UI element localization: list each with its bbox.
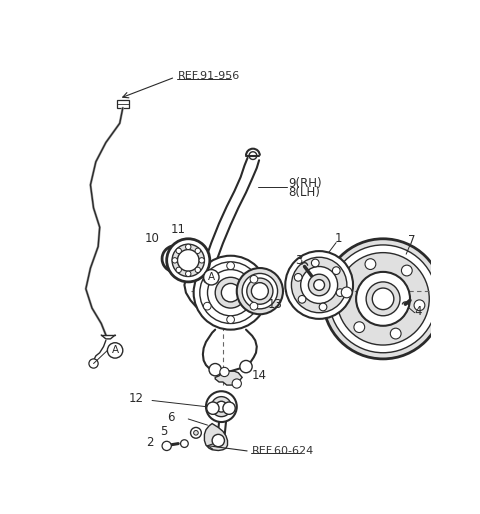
Circle shape — [314, 280, 324, 290]
Circle shape — [298, 296, 306, 303]
Circle shape — [336, 289, 344, 297]
Circle shape — [319, 303, 327, 311]
Text: 12: 12 — [129, 393, 144, 406]
Circle shape — [220, 368, 229, 377]
Circle shape — [242, 273, 277, 309]
Polygon shape — [184, 269, 248, 316]
Circle shape — [206, 391, 237, 422]
Text: 3: 3 — [295, 254, 302, 267]
Circle shape — [354, 322, 365, 333]
Circle shape — [195, 267, 201, 272]
Text: REF.60-624: REF.60-624 — [252, 446, 314, 455]
Circle shape — [176, 248, 181, 253]
Circle shape — [252, 283, 268, 300]
Circle shape — [178, 250, 199, 271]
Text: 9(RH): 9(RH) — [288, 177, 322, 190]
Circle shape — [216, 401, 227, 412]
Circle shape — [365, 259, 376, 269]
Circle shape — [337, 253, 429, 345]
Circle shape — [212, 434, 225, 447]
Text: 7: 7 — [408, 234, 415, 247]
Circle shape — [193, 256, 267, 329]
Circle shape — [227, 316, 234, 323]
Text: 13: 13 — [267, 298, 282, 311]
Circle shape — [195, 248, 201, 253]
Circle shape — [323, 239, 443, 359]
Text: 4: 4 — [415, 305, 422, 319]
Text: 2: 2 — [146, 435, 154, 449]
Circle shape — [211, 397, 231, 417]
Text: A: A — [208, 272, 215, 282]
Text: 11: 11 — [171, 223, 186, 236]
Circle shape — [250, 276, 258, 283]
Circle shape — [366, 282, 400, 316]
Circle shape — [227, 262, 234, 269]
Circle shape — [180, 440, 188, 448]
Circle shape — [207, 402, 219, 414]
Circle shape — [294, 273, 302, 281]
Polygon shape — [215, 371, 242, 385]
Circle shape — [312, 259, 319, 267]
Circle shape — [167, 239, 210, 282]
Circle shape — [247, 278, 273, 304]
Circle shape — [108, 343, 123, 358]
Circle shape — [172, 258, 178, 263]
Text: 6: 6 — [168, 411, 175, 424]
Circle shape — [191, 428, 201, 438]
Text: 5: 5 — [160, 425, 167, 438]
Circle shape — [204, 269, 219, 285]
Circle shape — [232, 379, 241, 388]
Circle shape — [240, 360, 252, 373]
Circle shape — [199, 258, 204, 263]
Circle shape — [193, 431, 198, 435]
Circle shape — [207, 269, 254, 316]
Circle shape — [223, 402, 235, 414]
Circle shape — [186, 244, 191, 250]
Circle shape — [401, 265, 412, 276]
Polygon shape — [117, 100, 129, 108]
Text: REF.91-956: REF.91-956 — [178, 70, 240, 81]
Circle shape — [221, 283, 240, 302]
Circle shape — [329, 245, 437, 353]
Circle shape — [308, 274, 330, 296]
Circle shape — [204, 302, 211, 310]
Circle shape — [215, 277, 246, 308]
Text: 8(LH): 8(LH) — [288, 186, 320, 199]
Text: A: A — [111, 345, 119, 355]
Circle shape — [162, 442, 171, 451]
Circle shape — [300, 266, 337, 303]
Circle shape — [237, 268, 283, 314]
Circle shape — [89, 359, 98, 368]
Circle shape — [204, 276, 211, 283]
Circle shape — [414, 300, 425, 310]
Circle shape — [356, 272, 410, 326]
Circle shape — [250, 302, 258, 310]
Circle shape — [291, 258, 347, 313]
Circle shape — [372, 288, 394, 309]
Text: 1: 1 — [335, 232, 342, 245]
Circle shape — [186, 271, 191, 277]
Text: 10: 10 — [144, 232, 159, 245]
Circle shape — [209, 363, 221, 376]
Circle shape — [200, 262, 262, 323]
Circle shape — [285, 251, 353, 319]
Text: 14: 14 — [252, 370, 267, 382]
Circle shape — [172, 244, 204, 277]
Circle shape — [390, 328, 401, 339]
Circle shape — [176, 267, 181, 272]
Circle shape — [341, 287, 352, 298]
Polygon shape — [204, 424, 228, 451]
Circle shape — [333, 267, 340, 274]
